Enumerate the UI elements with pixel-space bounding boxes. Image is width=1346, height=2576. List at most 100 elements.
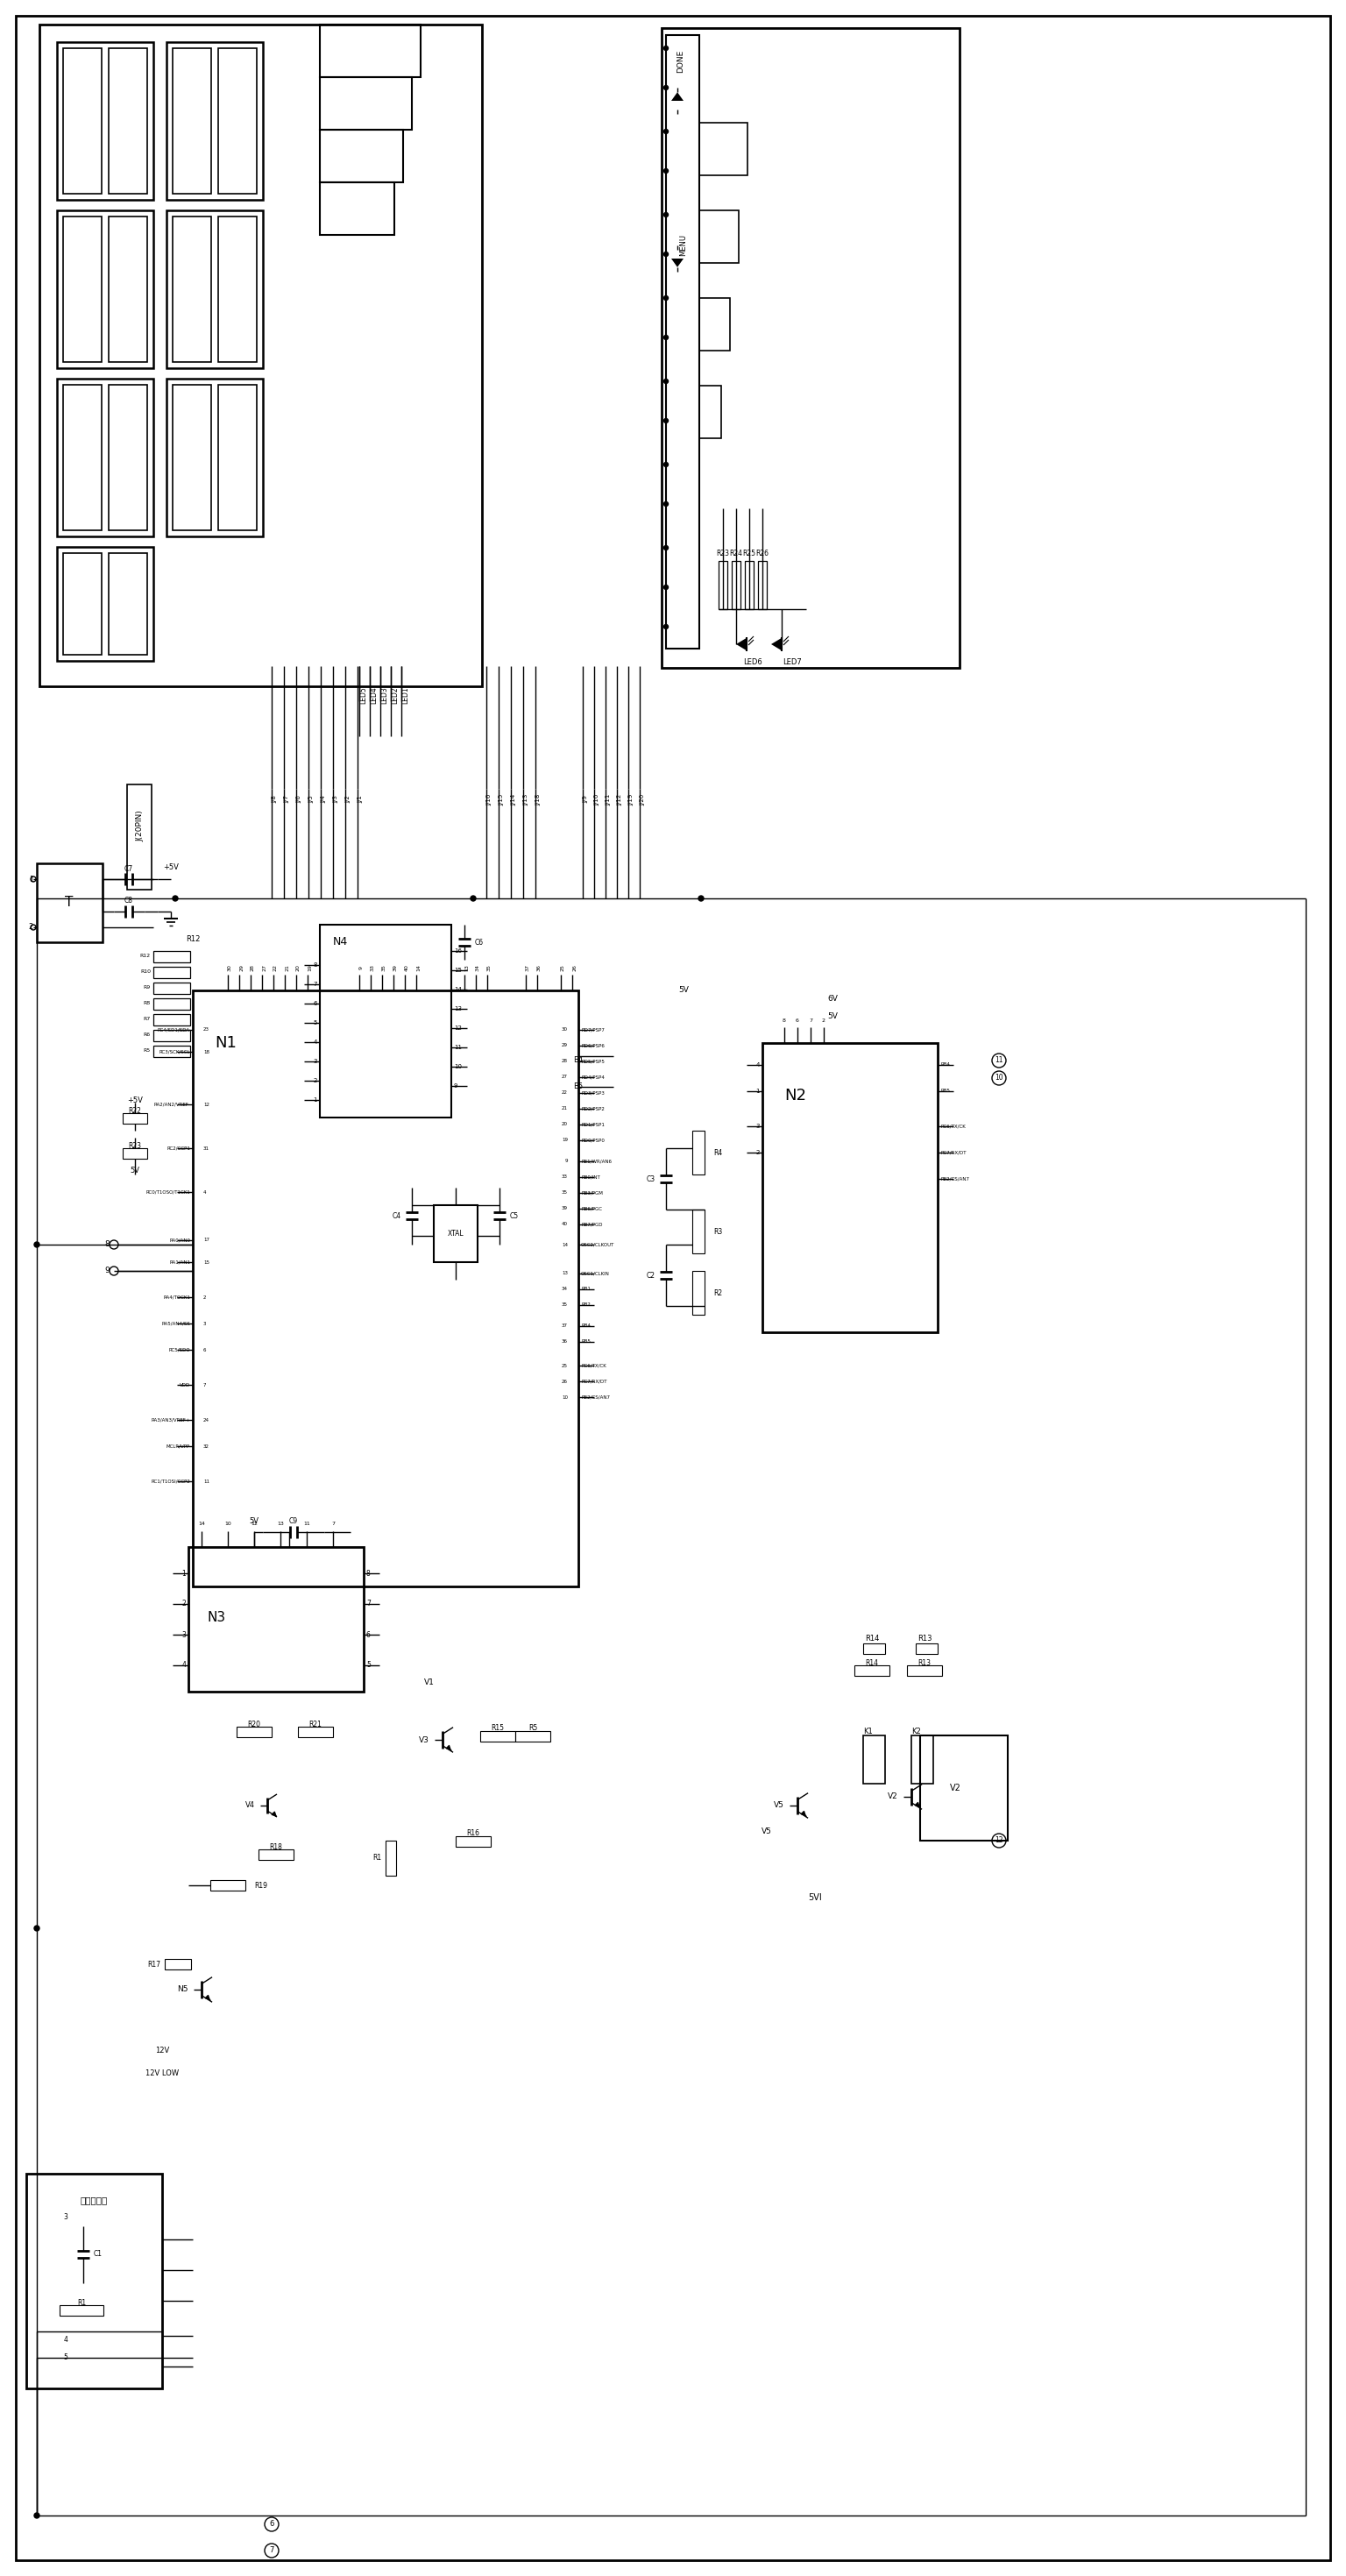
Text: 1: 1 [314, 1097, 318, 1103]
Text: V4: V4 [245, 1801, 254, 1808]
Text: R24: R24 [730, 551, 743, 559]
Text: RE2/CS/AN7: RE2/CS/AN7 [581, 1396, 610, 1399]
Text: RC6/TX/CK: RC6/TX/CK [941, 1123, 965, 1128]
Text: R5: R5 [528, 1723, 537, 1734]
Bar [258, 1850, 293, 1860]
Bar [109, 554, 147, 654]
Text: J/12: J/12 [616, 793, 622, 806]
Bar [666, 36, 700, 649]
Bar [153, 1030, 190, 1041]
Bar [320, 925, 451, 1118]
Text: 39: 39 [393, 963, 398, 971]
Text: 9: 9 [454, 1084, 458, 1090]
Text: 3: 3 [203, 1321, 206, 1327]
Text: 5: 5 [63, 2354, 67, 2362]
Text: LED7: LED7 [782, 659, 802, 667]
Text: 40: 40 [405, 963, 409, 971]
Circle shape [664, 623, 668, 629]
Polygon shape [736, 639, 747, 652]
Text: 6: 6 [269, 2519, 275, 2527]
Text: 7: 7 [314, 981, 318, 987]
Text: 32: 32 [203, 1445, 210, 1448]
Text: 12V: 12V [155, 2048, 170, 2056]
Text: J/11: J/11 [606, 793, 611, 806]
Bar [320, 129, 402, 183]
Bar [915, 1643, 938, 1654]
Bar [744, 562, 754, 608]
Circle shape [471, 896, 476, 902]
Text: 11: 11 [303, 1522, 310, 1528]
Text: V2: V2 [887, 1793, 898, 1801]
Bar [863, 1736, 886, 1783]
Text: 14: 14 [416, 963, 420, 971]
Text: 30: 30 [561, 1028, 568, 1033]
Text: 10: 10 [561, 1396, 568, 1399]
Text: 34: 34 [476, 963, 481, 971]
Text: 36: 36 [561, 1340, 568, 1345]
Text: 14: 14 [454, 987, 462, 992]
Bar [57, 546, 153, 662]
Text: 2: 2 [182, 1600, 186, 1607]
Bar [758, 562, 767, 608]
Text: J/20: J/20 [639, 793, 645, 806]
Text: J/9: J/9 [583, 796, 588, 804]
Text: R26: R26 [756, 551, 769, 559]
Text: 26: 26 [572, 963, 576, 971]
Text: C3: C3 [646, 1175, 656, 1182]
Text: RC3/SCK/SCL: RC3/SCK/SCL [159, 1048, 190, 1054]
Bar [237, 1726, 272, 1736]
Bar [36, 863, 102, 943]
Text: 7: 7 [366, 1600, 370, 1607]
Text: 12: 12 [203, 1103, 210, 1108]
Text: J/3: J/3 [332, 796, 338, 804]
Text: 35: 35 [561, 1303, 568, 1306]
Bar [57, 379, 153, 536]
Text: 5V: 5V [249, 1517, 258, 1525]
Bar [320, 183, 394, 234]
Text: N1: N1 [215, 1036, 237, 1051]
Text: R6: R6 [144, 1033, 151, 1038]
Text: 39: 39 [561, 1206, 568, 1211]
Text: MENU: MENU [680, 234, 686, 258]
Text: XTAL: XTAL [447, 1229, 464, 1236]
Text: 21: 21 [561, 1108, 568, 1110]
Text: RC5/SDO: RC5/SDO [168, 1347, 190, 1352]
Bar [907, 1664, 942, 1677]
Text: R19: R19 [254, 1880, 268, 1888]
Text: RD5/PSP5: RD5/PSP5 [581, 1059, 604, 1064]
Bar [192, 989, 579, 1587]
Circle shape [664, 46, 668, 52]
Text: R2: R2 [713, 1288, 723, 1296]
Text: 14: 14 [198, 1522, 205, 1528]
Text: R13: R13 [917, 1636, 931, 1643]
Text: 20: 20 [296, 963, 300, 971]
Text: T: T [65, 896, 73, 909]
Bar [911, 1736, 933, 1783]
Bar [59, 2306, 104, 2316]
Bar [855, 1664, 890, 1677]
Bar [27, 2174, 162, 2388]
Bar [167, 379, 262, 536]
Text: R20: R20 [248, 1721, 261, 1728]
Bar [719, 562, 727, 608]
Bar [172, 216, 211, 363]
Bar [662, 28, 960, 667]
Text: 35: 35 [561, 1190, 568, 1195]
Polygon shape [771, 639, 782, 652]
Text: RB0/INT: RB0/INT [581, 1175, 600, 1180]
Circle shape [664, 167, 668, 173]
Text: C5: C5 [510, 1211, 518, 1218]
Text: 33: 33 [370, 963, 376, 971]
Text: J/2: J/2 [346, 796, 350, 804]
Text: 8: 8 [314, 963, 318, 969]
Text: RB6/PGC: RB6/PGC [581, 1206, 602, 1211]
Text: R9: R9 [144, 987, 151, 989]
Text: 5VI: 5VI [808, 1893, 822, 1901]
Text: R4: R4 [713, 1149, 723, 1157]
Bar [39, 26, 482, 685]
Text: RB3/PGM: RB3/PGM [581, 1190, 603, 1195]
Text: RE1/WR/AN6: RE1/WR/AN6 [581, 1159, 611, 1164]
Text: 27: 27 [561, 1074, 568, 1079]
Text: J/19: J/19 [629, 793, 634, 806]
Text: 10: 10 [995, 1074, 1003, 1082]
